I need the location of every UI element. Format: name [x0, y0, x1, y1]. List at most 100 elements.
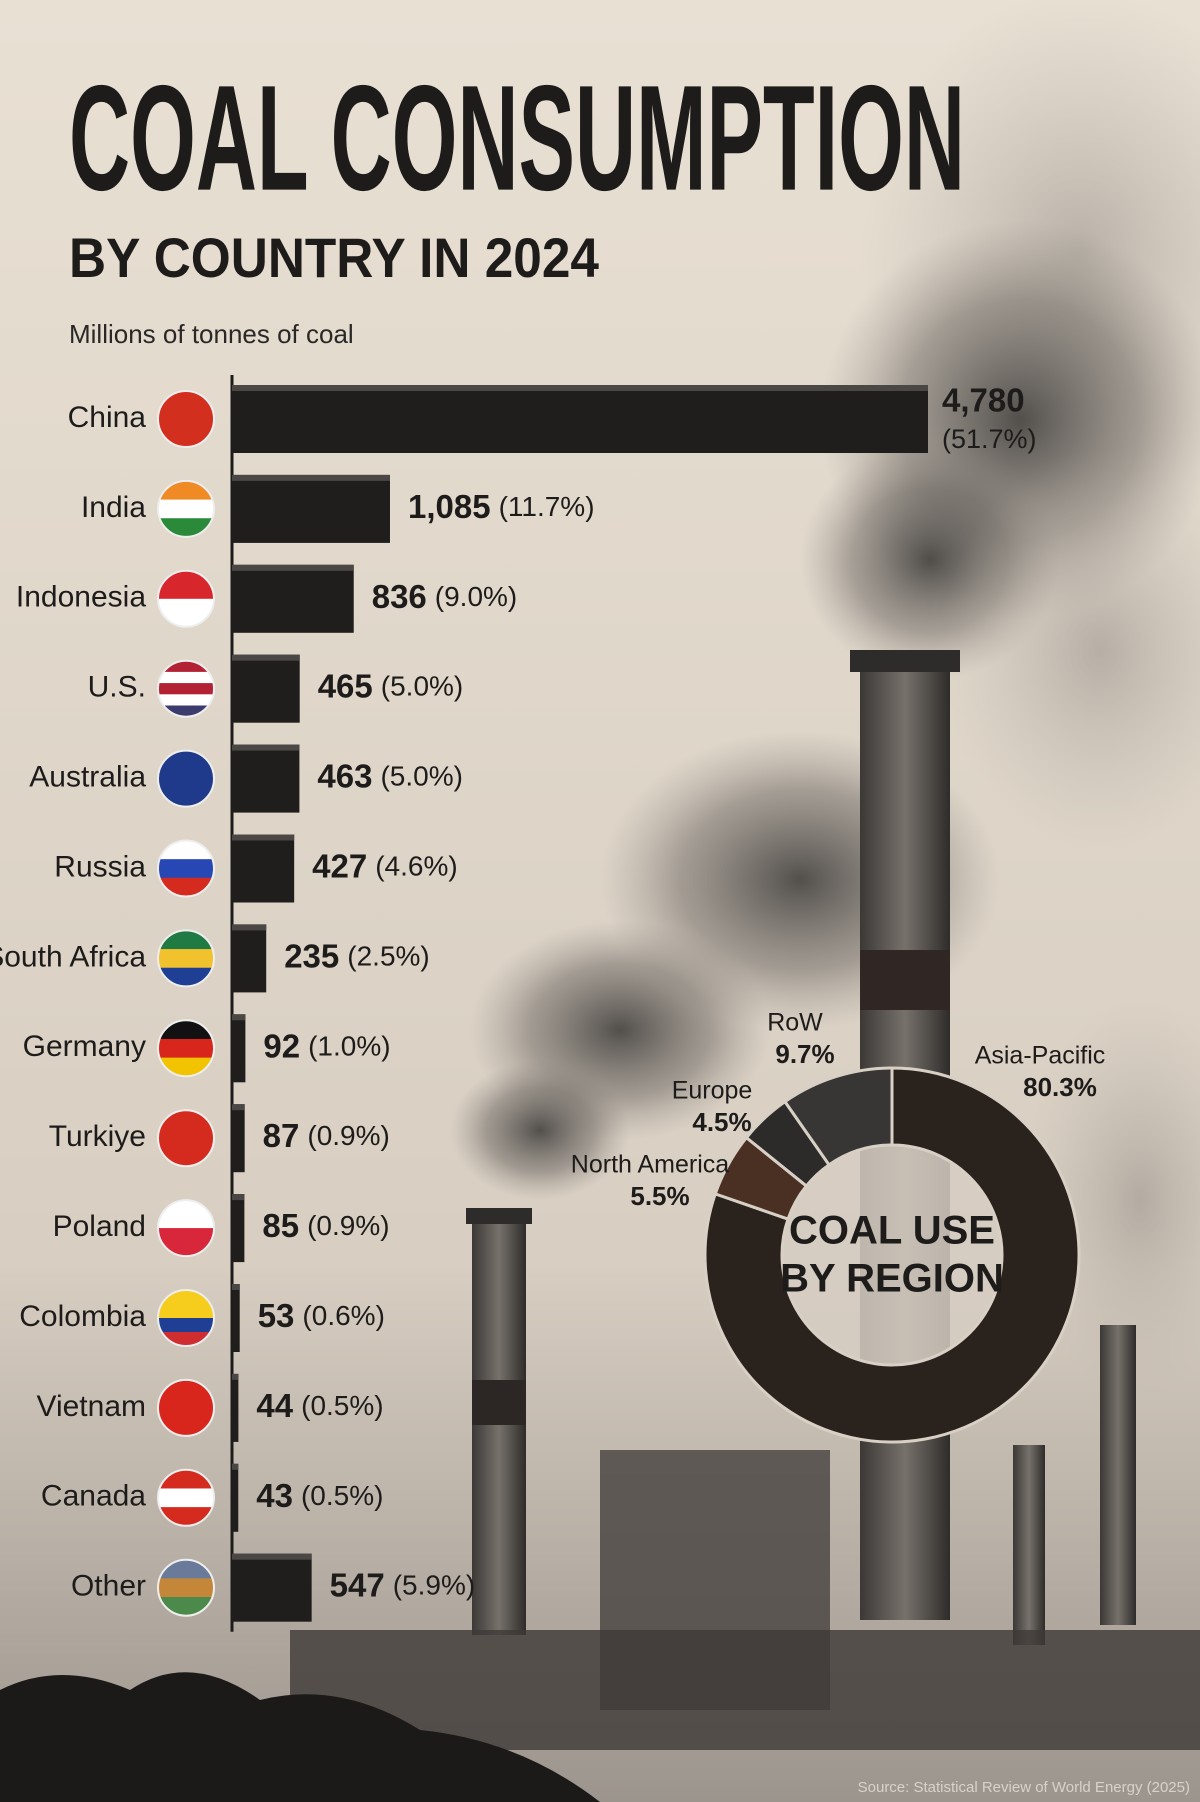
flag: [158, 391, 214, 447]
bar: [232, 1463, 239, 1532]
category-label: Turkiye: [49, 1120, 146, 1153]
chart-title: COAL CONSUMPTION: [69, 54, 965, 222]
axis-label: Millions of tonnes of coal: [69, 319, 354, 349]
bar-shade: [232, 924, 267, 931]
bar-shade: [232, 1194, 245, 1201]
share-label: (0.5%): [301, 1390, 383, 1421]
flag: [158, 1110, 214, 1167]
flag-stripe: [158, 671, 214, 684]
flag: [158, 660, 214, 717]
flag-border: [157, 659, 215, 718]
share-label: (0.9%): [307, 1210, 389, 1241]
share-label: (0.6%): [302, 1300, 384, 1331]
share-label: (11.7%): [499, 491, 595, 522]
bar: [232, 654, 300, 723]
value-label: 427: [312, 847, 367, 884]
share-label: (51.7%): [942, 424, 1037, 454]
bar: [232, 1014, 246, 1083]
value-label: 235: [284, 937, 339, 974]
value-text: 463 (5.0%): [317, 757, 463, 794]
flag-stripe: [158, 1038, 214, 1059]
factory-decoration: [0, 650, 1200, 1802]
value-label: 87: [263, 1117, 300, 1154]
flag-stripe: [158, 499, 214, 519]
share-label: (0.5%): [301, 1480, 383, 1511]
bar: [232, 834, 295, 903]
flag-stripe: [158, 1110, 214, 1167]
flag-border: [157, 929, 215, 988]
donut-segment: [782, 1066, 894, 1167]
bar-shade: [232, 744, 300, 751]
flag-border: [157, 1019, 215, 1078]
value-text: 465 (5.0%): [318, 667, 464, 704]
category-label: Vietnam: [36, 1390, 146, 1423]
value-label: 465: [318, 667, 373, 704]
value-label: 53: [258, 1297, 295, 1334]
bar-shade: [232, 1284, 240, 1290]
value-label: 836: [372, 578, 427, 615]
value-label: 44: [256, 1387, 293, 1424]
flag-stripe: [158, 1578, 214, 1598]
category-label: Other: [71, 1570, 146, 1603]
bar-shade: [232, 1373, 239, 1380]
bar: [232, 1284, 240, 1352]
bar-shade: [232, 834, 295, 841]
segment-label: Europe: [672, 1077, 753, 1105]
bar: [232, 1553, 312, 1622]
value-text: 92 (1.0%): [263, 1027, 390, 1064]
flag-border: [157, 569, 215, 628]
flag-stripe: [158, 1488, 214, 1508]
value-text: 85 (0.9%): [262, 1207, 389, 1244]
flag-stripe: [158, 949, 214, 969]
value-text: 427 (4.6%): [312, 847, 458, 884]
value-text: 235 (2.5%): [284, 937, 430, 974]
bar: [232, 385, 928, 453]
chart-subtitle: BY COUNTRY IN 2024: [69, 226, 599, 289]
category-label: U.S.: [88, 671, 146, 704]
flag-stripe: [158, 683, 214, 695]
value-text: 44 (0.5%): [256, 1387, 383, 1424]
value-label: 547: [330, 1566, 385, 1603]
segment-value-label: 5.5%: [630, 1181, 689, 1211]
value-text: 87 (0.9%): [263, 1117, 390, 1154]
bar: [232, 1194, 245, 1263]
segment-value-label: 80.3%: [1023, 1072, 1097, 1102]
segment-label: RoW: [767, 1009, 823, 1037]
value-label: 85: [262, 1207, 299, 1244]
share-label: (9.0%): [435, 581, 517, 612]
category-label: Russia: [54, 850, 146, 883]
flag-border: [157, 390, 215, 448]
value-label: 1,085: [408, 488, 491, 525]
flag-stripe: [158, 1379, 214, 1436]
category-label: China: [68, 401, 147, 434]
category-label: Colombia: [19, 1300, 146, 1333]
category-label: Poland: [53, 1210, 146, 1243]
bar-shade: [232, 1553, 312, 1560]
flag-border: [157, 749, 215, 808]
flag: [158, 750, 214, 807]
bar: [232, 1373, 239, 1442]
flag-border: [157, 1378, 215, 1437]
bar-shade: [232, 1463, 239, 1470]
flag-stripe: [158, 1304, 214, 1319]
value-label: 43: [256, 1477, 293, 1514]
category-label: India: [81, 491, 146, 524]
source-note: Source: Statistical Review of World Ener…: [858, 1779, 1190, 1796]
bar: [232, 924, 267, 993]
flag-border: [157, 479, 215, 538]
share-label: (0.9%): [307, 1121, 389, 1152]
bar-shade: [232, 1104, 245, 1111]
flag: [158, 1379, 214, 1436]
flag-border: [157, 1199, 215, 1258]
value-label: 4,780: [942, 382, 1025, 419]
bar: [232, 564, 354, 633]
share-label: (1.0%): [308, 1031, 390, 1062]
flag-stripe: [158, 750, 214, 807]
flag-border: [157, 1289, 215, 1347]
center-label: BY REGION: [780, 1257, 1004, 1301]
center-label: COAL USE: [789, 1209, 995, 1253]
flag-stripe: [158, 1318, 214, 1333]
flag-border: [157, 1109, 215, 1168]
share-label: (4.6%): [375, 851, 457, 882]
share-label: (5.0%): [380, 761, 462, 792]
